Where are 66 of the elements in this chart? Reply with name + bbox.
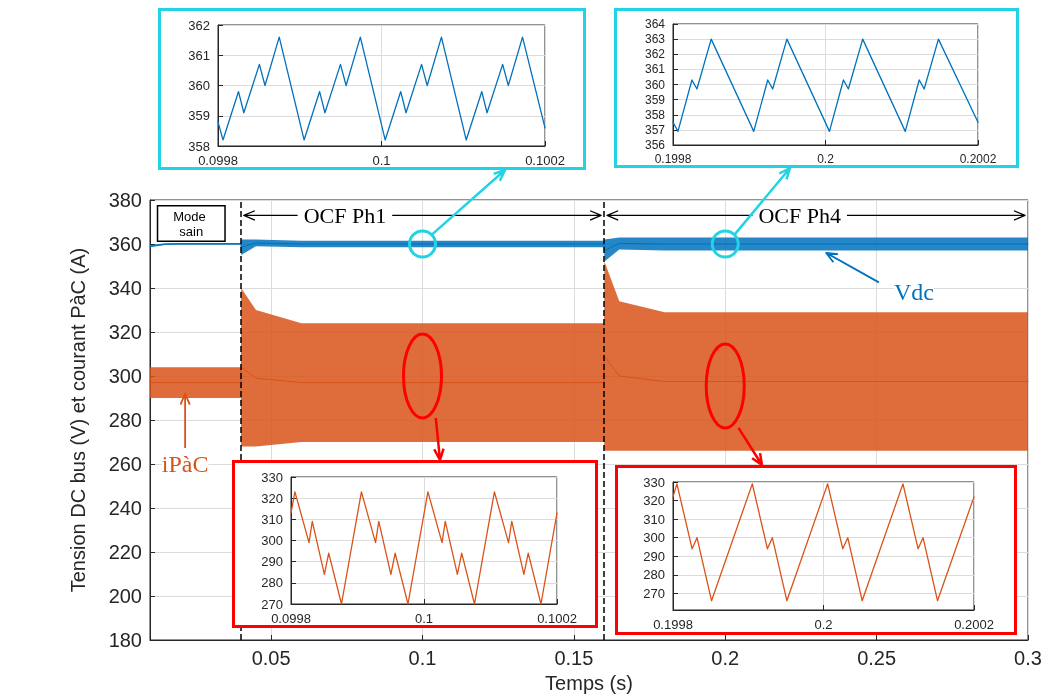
y-tick-label: 290 [261, 554, 283, 570]
y-tick-label: 240 [108, 497, 142, 519]
y-tick-label: 320 [261, 490, 283, 506]
x-tick-label: 0.1 [408, 647, 437, 669]
x-tick-label: 0.2002 [959, 152, 997, 166]
y-tick-label: 360 [188, 78, 210, 93]
x-tick-label: 0.1002 [537, 611, 577, 626]
y-tick-label: 300 [261, 533, 283, 548]
y-tick-label: 330 [643, 474, 665, 490]
annotation: Mode sain [173, 208, 210, 239]
y-tick-label: 200 [108, 585, 142, 607]
x-tick-label: 0.2 [817, 152, 835, 166]
x-tick-label: 0.1 [372, 153, 391, 168]
y-tick-label: 310 [643, 511, 665, 527]
x-tick-label: 0.25 [857, 647, 897, 669]
x-tick-label: 0.2002 [954, 617, 994, 632]
x-tick-label: 0.15 [554, 647, 594, 669]
y-tick-label: 360 [644, 77, 666, 92]
y-tick-label: 361 [188, 47, 210, 63]
x-tick-label: 0.2 [711, 647, 740, 669]
y-tick-label: 280 [261, 575, 283, 591]
y-axis-title: Tension DC bus (V) et courant PàC (A) [67, 247, 89, 593]
y-tick-label: 380 [108, 189, 142, 211]
series-label: Vdc [893, 279, 934, 306]
y-tick-label: 361 [644, 62, 666, 77]
y-tick-label: 300 [643, 530, 665, 546]
annotation: OCF Ph4 [758, 202, 841, 228]
x-tick-label: 0.1002 [525, 153, 565, 168]
y-tick-label: 260 [108, 453, 142, 475]
y-tick-label: 280 [108, 409, 142, 431]
y-tick-label: 362 [188, 17, 210, 33]
y-tick-label: 320 [643, 493, 665, 509]
y-tick-label: 362 [644, 47, 666, 62]
y-tick-label: 300 [108, 365, 142, 387]
y-tick-label: 270 [643, 585, 665, 601]
y-tick-label: 270 [261, 596, 283, 612]
y-tick-label: 356 [644, 138, 666, 152]
legend-label: iPàC [161, 451, 209, 477]
y-tick-label: 340 [108, 277, 142, 299]
x-tick-label: 0.0998 [271, 611, 311, 626]
y-tick-label: 357 [644, 122, 666, 137]
y-tick-label: 310 [261, 511, 283, 527]
x-tick-label: 0.05 [251, 647, 291, 669]
annotation: OCF Ph1 [303, 202, 387, 228]
line-series [217, 36, 546, 141]
y-tick-label: 363 [644, 32, 666, 47]
y-tick-label: 358 [188, 138, 210, 154]
x-tick-label: 0.0998 [198, 153, 238, 168]
y-tick-label: 330 [261, 469, 283, 485]
y-tick-label: 280 [643, 567, 665, 583]
y-tick-label: 320 [108, 321, 142, 343]
y-tick-label: 360 [108, 233, 142, 255]
x-tick-label: 0.1 [414, 611, 434, 626]
y-tick-label: 358 [644, 107, 666, 122]
y-tick-label: 220 [108, 541, 142, 563]
x-tick-label: 0.3 [1014, 647, 1042, 669]
y-tick-label: 180 [108, 629, 142, 651]
x-tick-label: 0.2 [814, 617, 833, 632]
x-axis-title: Temps (s) [545, 671, 633, 694]
y-tick-label: 290 [643, 548, 665, 564]
y-tick-label: 359 [644, 92, 666, 107]
y-tick-label: 359 [188, 108, 210, 124]
x-tick-label: 0.1998 [653, 617, 693, 632]
x-tick-label: 0.1998 [654, 152, 692, 166]
line-series [672, 38, 979, 133]
y-tick-label: 364 [644, 17, 666, 31]
